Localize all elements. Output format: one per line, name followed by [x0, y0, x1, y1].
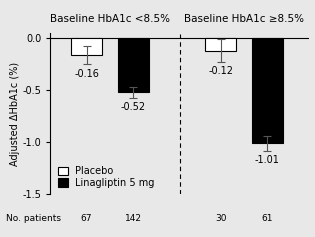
- Text: Baseline HbA1c ≥8.5%: Baseline HbA1c ≥8.5%: [184, 14, 304, 24]
- Bar: [205, 38, 236, 51]
- Text: -0.16: -0.16: [74, 68, 99, 78]
- Text: -0.12: -0.12: [209, 66, 233, 77]
- Bar: [252, 38, 283, 143]
- Text: 61: 61: [262, 214, 273, 223]
- Text: 67: 67: [81, 214, 92, 223]
- Text: 142: 142: [124, 214, 141, 223]
- Text: 30: 30: [215, 214, 226, 223]
- Y-axis label: Adjusted ΔHbA1c (%): Adjusted ΔHbA1c (%): [10, 62, 20, 166]
- Bar: [71, 38, 102, 55]
- Text: Baseline HbA1c <8.5%: Baseline HbA1c <8.5%: [50, 14, 170, 24]
- Bar: [117, 38, 149, 92]
- Text: -1.01: -1.01: [255, 155, 280, 165]
- Text: -0.52: -0.52: [121, 102, 146, 112]
- Legend: Placebo, Linagliptin 5 mg: Placebo, Linagliptin 5 mg: [58, 166, 155, 188]
- Text: No. patients: No. patients: [6, 214, 61, 223]
